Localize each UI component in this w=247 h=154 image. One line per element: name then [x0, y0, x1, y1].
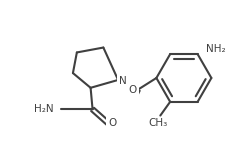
Text: O: O	[108, 118, 116, 128]
Text: O: O	[129, 85, 137, 95]
Text: H₂N: H₂N	[34, 104, 53, 114]
Text: NH₂: NH₂	[206, 44, 225, 54]
Text: N: N	[119, 76, 127, 86]
Text: CH₃: CH₃	[149, 118, 168, 128]
